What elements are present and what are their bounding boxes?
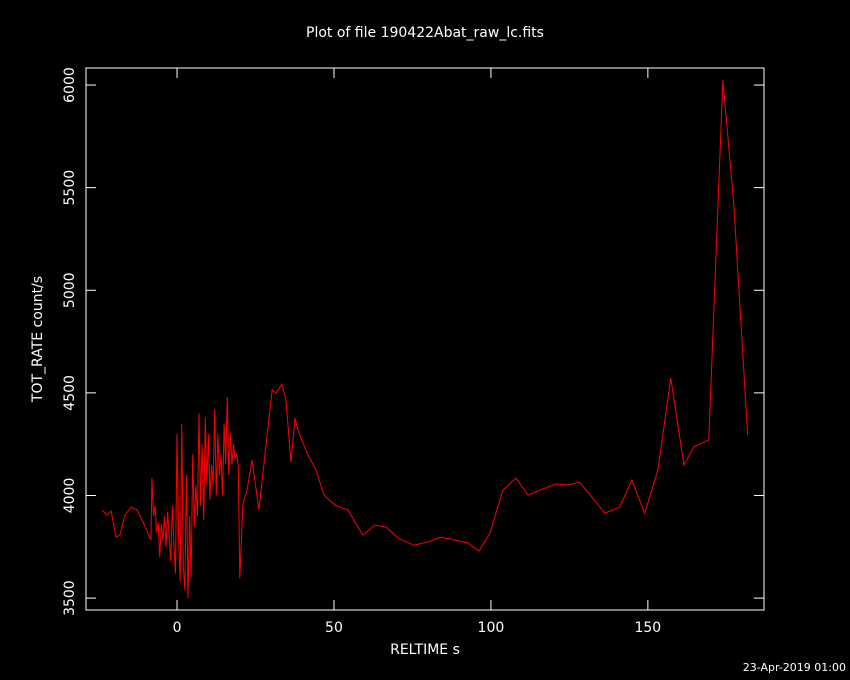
y-tick-label: 6000 xyxy=(62,67,78,103)
y-tick-label: 5500 xyxy=(62,170,78,206)
y-tick-label: 3500 xyxy=(62,580,78,616)
y-tick-label: 4000 xyxy=(62,478,78,514)
data-line xyxy=(101,80,749,599)
y-tick-label: 4500 xyxy=(62,375,78,411)
plot-frame xyxy=(85,67,765,611)
y-axis-label: TOT_RATE count/s xyxy=(30,276,46,403)
timestamp: 23-Apr-2019 01:00 xyxy=(743,661,846,674)
x-tick-label: 100 xyxy=(478,620,505,636)
x-axis-label: RELTIME s xyxy=(390,642,460,658)
x-tick-label: 50 xyxy=(325,620,343,636)
x-tick-label: 0 xyxy=(173,620,182,636)
chart-title: Plot of file 190422Abat_raw_lc.fits xyxy=(306,25,544,41)
y-tick-label: 5000 xyxy=(62,272,78,308)
x-tick-label: 150 xyxy=(634,620,661,636)
